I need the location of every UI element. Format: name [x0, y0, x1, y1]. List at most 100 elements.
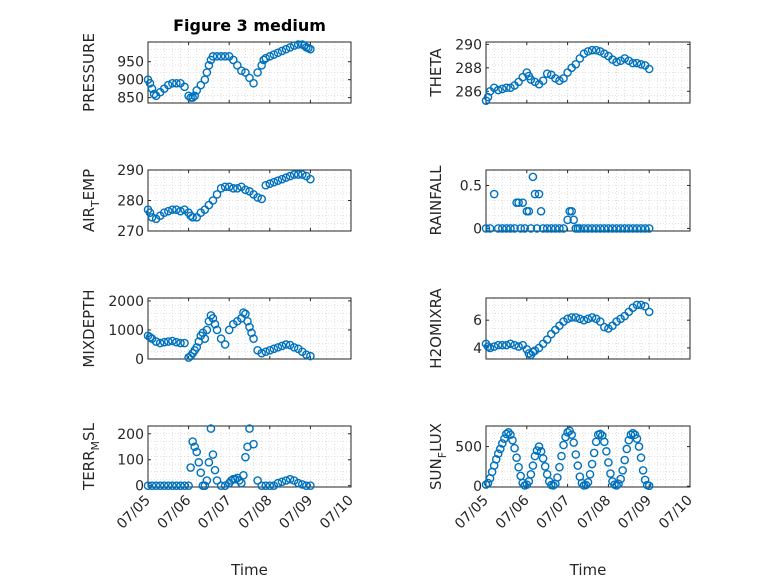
data-point — [569, 215, 579, 225]
data-point — [557, 451, 566, 461]
x-tick-label: 07/08 — [236, 493, 276, 533]
data-point — [208, 314, 218, 323]
data-point — [196, 468, 206, 478]
data-point — [241, 452, 250, 462]
data-point — [245, 424, 254, 433]
data-point — [606, 469, 615, 478]
data-point — [159, 208, 169, 217]
data-point — [602, 447, 611, 456]
data-point — [616, 474, 625, 484]
data-point — [579, 315, 589, 325]
data-point — [618, 466, 627, 475]
data-point — [235, 476, 244, 485]
data-point — [632, 58, 642, 68]
data-point — [204, 61, 214, 70]
data-point — [155, 338, 165, 348]
subplot-pressure: 850 900 950 PRESSURE — [80, 33, 352, 112]
data-point — [289, 170, 299, 179]
y-tick-label: 0 — [135, 352, 144, 368]
data-point — [196, 80, 206, 90]
data-point — [184, 481, 193, 491]
data-point — [277, 341, 287, 351]
data-point — [526, 224, 536, 233]
data-point — [498, 340, 507, 350]
data-point — [510, 224, 519, 233]
data-point — [498, 439, 507, 448]
y-axis-label: AIRTEMP — [80, 169, 102, 232]
axes-box — [485, 425, 691, 488]
y-tick-label: 0 — [473, 221, 482, 237]
axes-box — [147, 425, 352, 488]
data-point — [600, 437, 609, 447]
y-axis-label: SUNFLUX — [427, 423, 449, 490]
data-point — [573, 461, 583, 470]
data-point — [498, 84, 507, 94]
data-point — [636, 453, 646, 462]
data-point — [241, 68, 250, 77]
data-point — [249, 439, 258, 449]
data-point — [257, 61, 266, 70]
data-point — [180, 481, 189, 491]
data-point — [306, 351, 315, 361]
data-point — [626, 430, 636, 440]
y-axis-label: H2OMIXRA — [427, 288, 445, 369]
data-point — [563, 314, 572, 324]
data-point — [168, 336, 177, 346]
y-tick-label: 900 — [117, 73, 144, 89]
y-tick-label: 270 — [117, 224, 144, 240]
data-point — [168, 78, 177, 88]
data-point — [147, 84, 157, 93]
data-point — [293, 40, 303, 49]
data-point — [212, 52, 222, 61]
data-point — [281, 340, 291, 349]
data-point — [640, 302, 650, 311]
data-point — [622, 444, 632, 454]
data-point — [583, 314, 593, 324]
data-point — [571, 450, 581, 459]
data-point — [212, 325, 222, 335]
data-point — [514, 198, 523, 207]
data-point — [249, 78, 258, 88]
data-point — [220, 182, 230, 192]
data-point — [200, 334, 210, 343]
data-point — [289, 343, 299, 352]
data-point — [168, 481, 177, 491]
y-tick-label: 4 — [473, 341, 482, 357]
axes-box — [485, 297, 691, 360]
data-point — [257, 348, 266, 358]
data-point — [530, 451, 540, 461]
data-point — [644, 64, 654, 74]
data-point — [237, 66, 246, 76]
data-point — [583, 477, 593, 487]
subplot-sun-flux: 07/05 07/06 07/07 07/08 07/09 07/10 0 500 SUNFLU… — [427, 423, 696, 579]
data-point — [143, 481, 153, 491]
data-point — [261, 481, 271, 491]
data-point — [640, 224, 650, 233]
data-point — [253, 476, 262, 485]
data-point — [216, 481, 226, 491]
data-point — [628, 224, 638, 233]
data-point — [604, 458, 613, 467]
data-point — [559, 440, 568, 450]
data-point — [608, 224, 617, 233]
data-point — [587, 224, 597, 233]
data-point — [542, 335, 552, 344]
data-point — [151, 481, 161, 491]
data-point — [528, 461, 538, 470]
x-tick-label: 07/09 — [276, 493, 316, 533]
data-point — [145, 332, 155, 342]
data-point — [628, 58, 638, 68]
data-point — [502, 340, 511, 350]
data-point — [145, 208, 155, 217]
data-point — [247, 328, 256, 338]
data-point — [285, 171, 295, 181]
data-point — [190, 442, 199, 452]
data-point — [595, 224, 605, 233]
data-point — [202, 325, 212, 335]
data-point — [498, 224, 507, 233]
data-point — [612, 481, 621, 490]
data-point — [306, 481, 315, 491]
y-tick-label: 200 — [117, 427, 144, 443]
data-point — [577, 478, 587, 488]
